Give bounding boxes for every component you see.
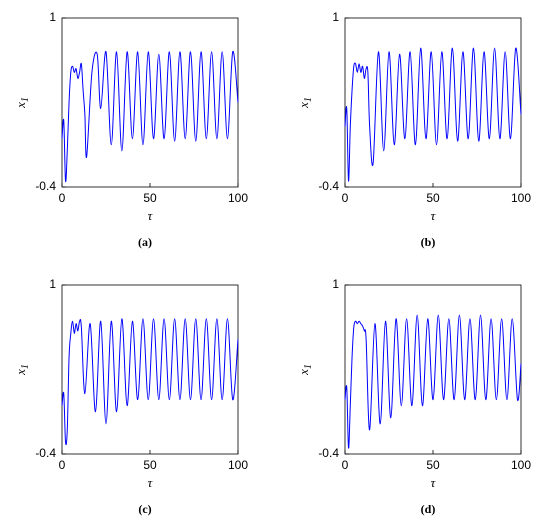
y-axis-label: x1 xyxy=(296,97,314,109)
panel-caption: (c) xyxy=(138,502,151,516)
y-label-main: x xyxy=(13,369,28,376)
x-tick-label: 0 xyxy=(59,191,66,205)
x-tick-label: 50 xyxy=(143,191,157,205)
panel-caption: (b) xyxy=(421,235,436,249)
y-tick-label: 1 xyxy=(332,277,339,291)
x-tick-label: 100 xyxy=(228,458,248,472)
x-axis-label: τ xyxy=(148,475,154,490)
y-label-sub: 1 xyxy=(303,97,314,102)
x-axis-label: τ xyxy=(431,475,437,490)
y-label-sub: 1 xyxy=(303,364,314,369)
x-tick-label: 0 xyxy=(59,458,66,472)
x-tick-label: 100 xyxy=(511,191,531,205)
y-tick-label: -0.4 xyxy=(35,179,56,193)
y-tick-label: -0.4 xyxy=(318,179,339,193)
y-axis-label: x1 xyxy=(13,97,31,109)
y-label-main: x xyxy=(13,102,28,109)
x-tick-label: 50 xyxy=(426,458,440,472)
y-label-sub: 1 xyxy=(20,364,31,369)
x-axis-label: τ xyxy=(431,208,437,223)
data-line xyxy=(61,51,239,183)
y-tick-label: 1 xyxy=(49,277,56,291)
y-tick-label: -0.4 xyxy=(318,446,339,460)
x-tick-label: 0 xyxy=(342,458,349,472)
x-tick-label: 100 xyxy=(511,458,531,472)
panel-caption: (a) xyxy=(138,235,152,249)
data-line xyxy=(61,318,239,446)
data-line xyxy=(344,314,522,449)
y-tick-label: 1 xyxy=(332,10,339,24)
y-tick-label: 1 xyxy=(49,10,56,24)
panel-caption: (d) xyxy=(421,502,436,516)
y-label-main: x xyxy=(296,102,311,109)
y-label-sub: 1 xyxy=(20,97,31,102)
data-line xyxy=(344,47,522,182)
y-axis-label: x1 xyxy=(296,364,314,376)
x-tick-label: 50 xyxy=(143,458,157,472)
plot-frame xyxy=(61,17,239,188)
x-tick-label: 50 xyxy=(426,191,440,205)
x-tick-label: 0 xyxy=(342,191,349,205)
y-tick-label: -0.4 xyxy=(35,446,56,460)
x-tick-label: 100 xyxy=(228,191,248,205)
y-axis-label: x1 xyxy=(13,364,31,376)
y-label-main: x xyxy=(296,369,311,376)
x-axis-label: τ xyxy=(148,208,154,223)
